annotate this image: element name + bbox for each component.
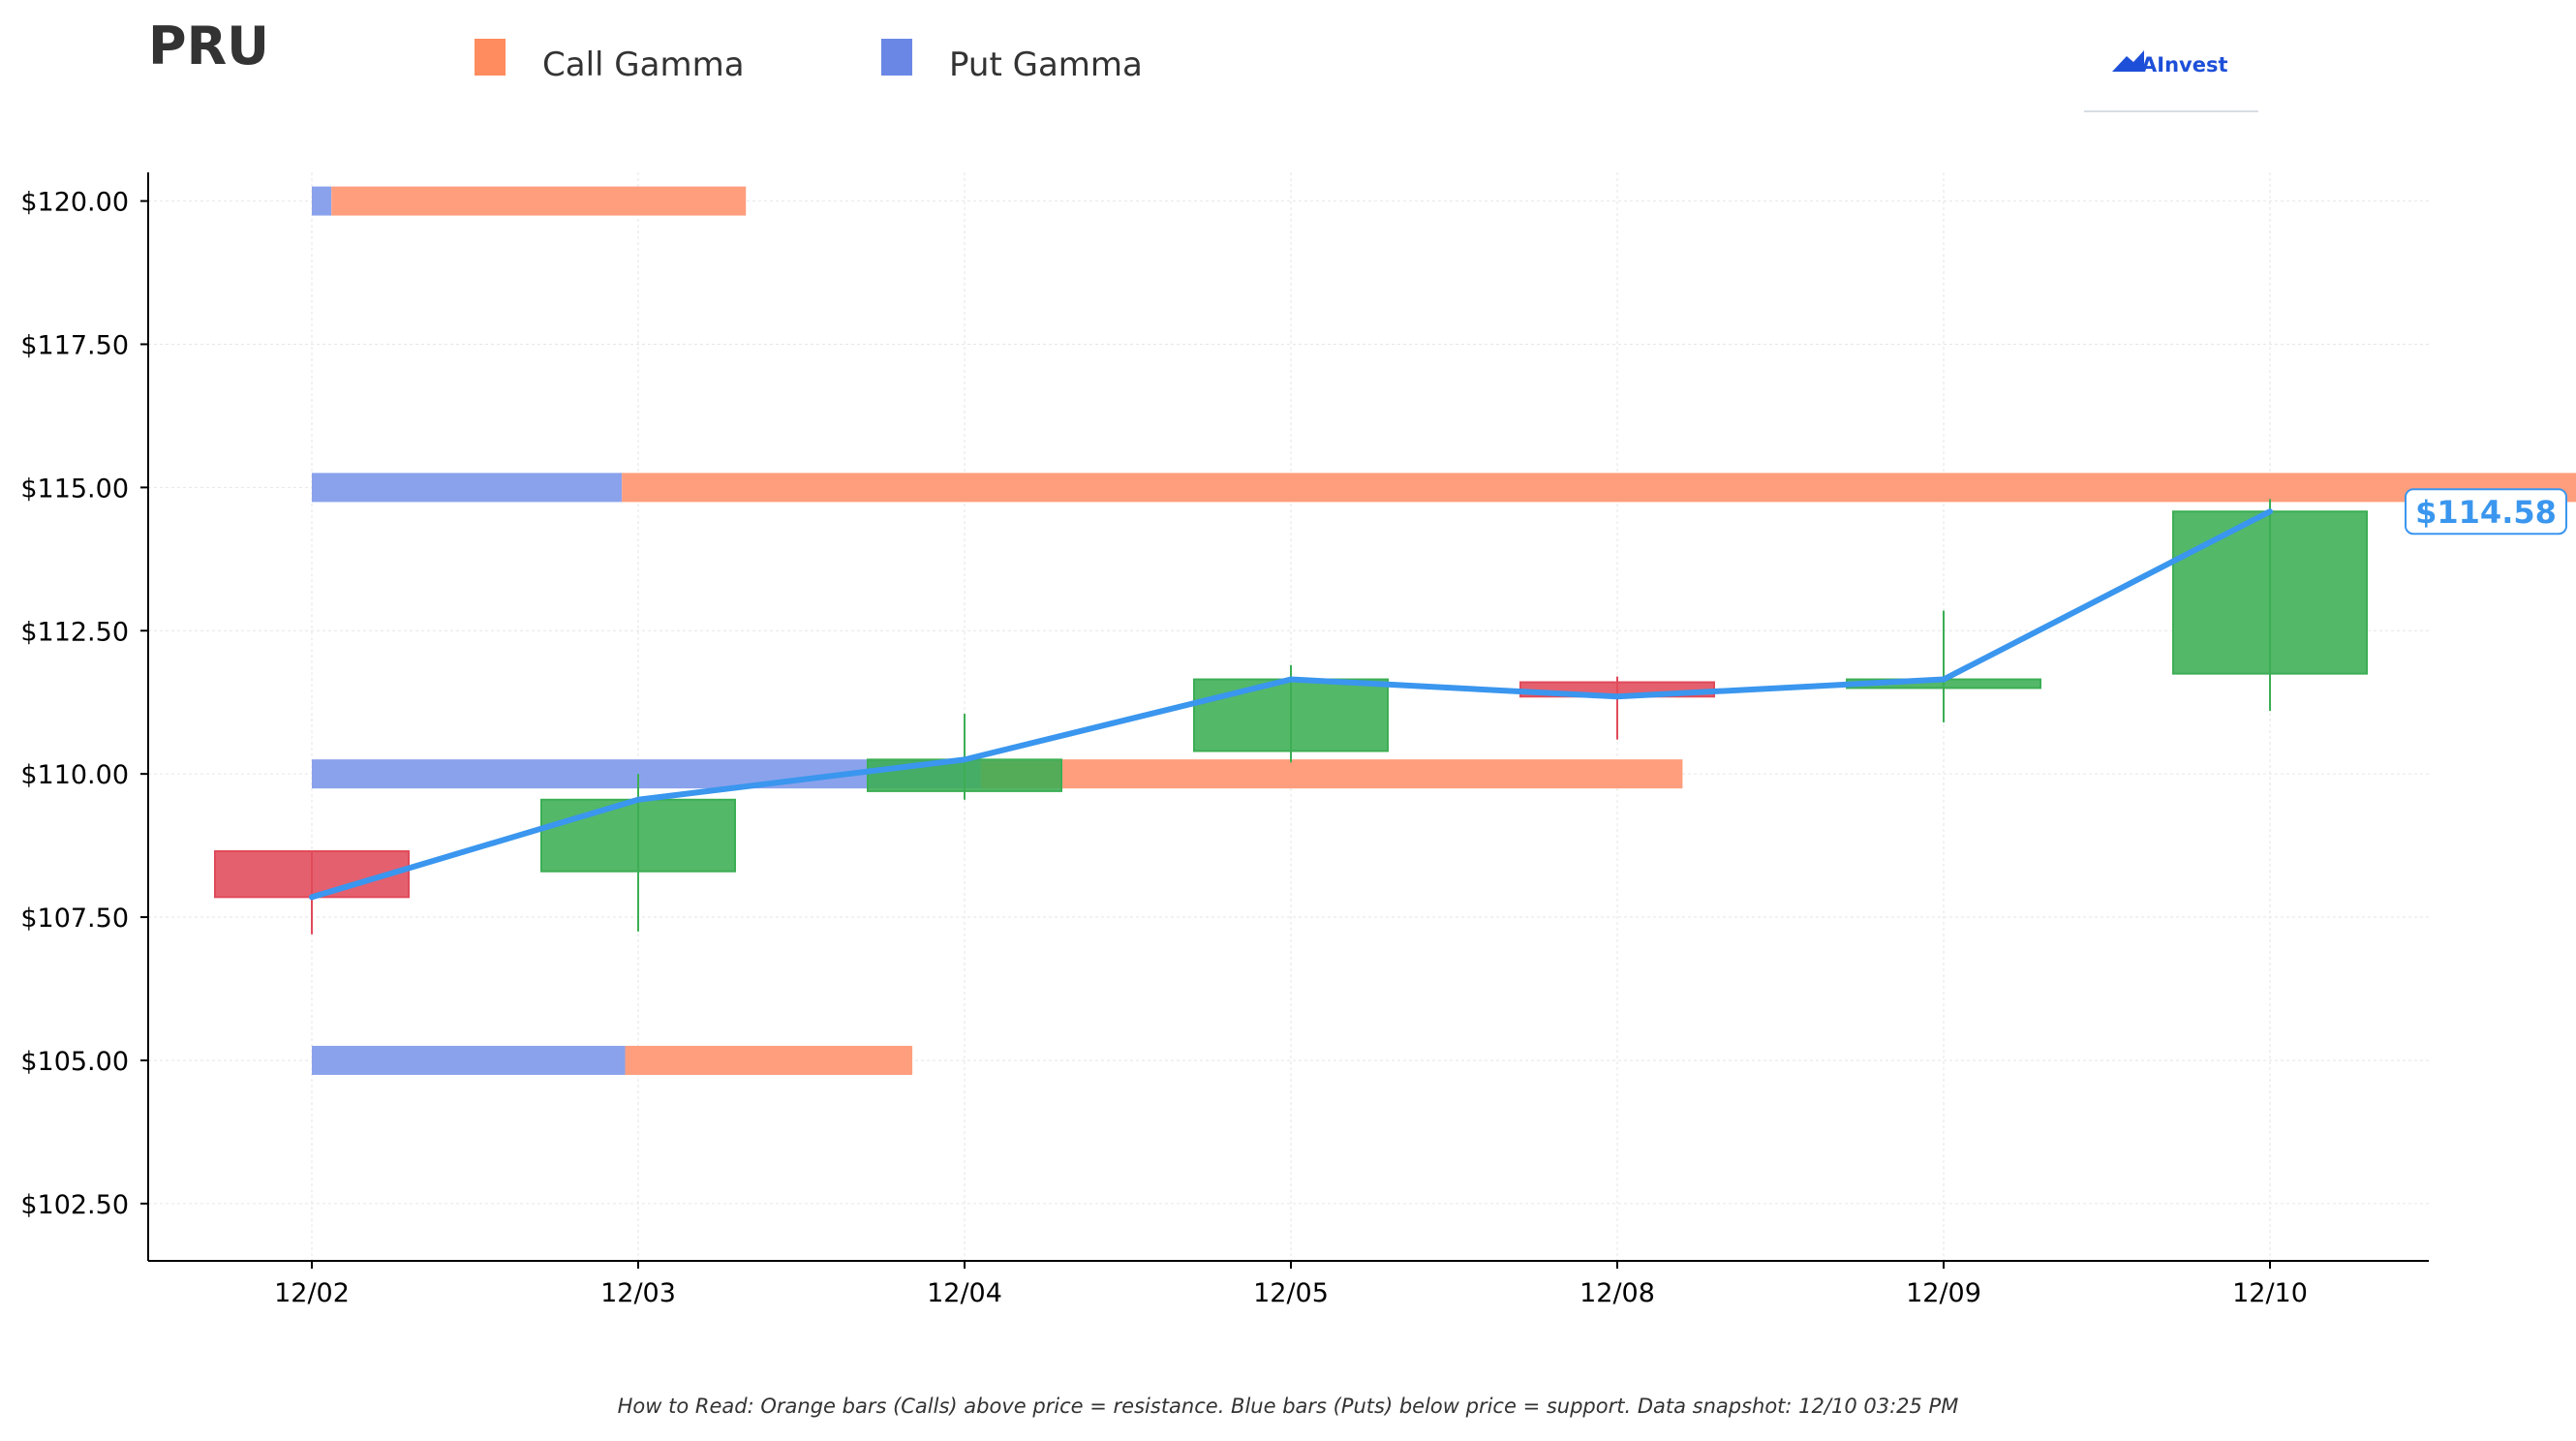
- last-price-label: $114.58: [2415, 494, 2557, 531]
- x-tick-label: 12/09: [1906, 1278, 1981, 1308]
- y-tick-label: $115.00: [20, 474, 129, 504]
- legend-label-put: Put Gamma: [949, 46, 1143, 84]
- y-tick-label: $102.50: [20, 1190, 129, 1220]
- legend-swatch-call: [475, 39, 506, 76]
- chart-title: PRU: [148, 15, 269, 77]
- candle-body: [1193, 678, 1389, 752]
- put-gamma-bar: [312, 473, 623, 503]
- legend-label-call: Call Gamma: [542, 46, 745, 84]
- call-gamma-bar: [331, 186, 747, 216]
- x-tick-label: 12/02: [274, 1278, 350, 1308]
- put-gamma-bar: [312, 1045, 626, 1075]
- call-gamma-bar: [980, 759, 1683, 789]
- y-tick-label: $105.00: [20, 1047, 129, 1077]
- x-tick-label: 12/08: [1579, 1278, 1655, 1308]
- put-gamma-bar: [312, 186, 332, 216]
- legend-swatch-put: [881, 39, 912, 76]
- candles-layer: [214, 499, 2368, 935]
- y-tick-label: $120.00: [20, 188, 129, 218]
- ainvest-logo: AInvest: [2084, 50, 2258, 112]
- x-tick-label: 12/04: [927, 1278, 1002, 1308]
- last-price-badge: [2405, 488, 2567, 536]
- call-gamma-bar: [625, 1045, 913, 1075]
- candle-body: [867, 758, 1062, 792]
- x-tick-label: 12/10: [2232, 1278, 2308, 1308]
- logo-text: AInvest: [2141, 53, 2228, 77]
- price-line-layer: [309, 508, 2273, 901]
- call-gamma-bar: [622, 473, 2576, 503]
- logo-mark-icon: [2112, 50, 2144, 72]
- x-tick-label: 12/05: [1253, 1278, 1329, 1308]
- y-tick-label: $107.50: [20, 904, 129, 934]
- candle-body: [540, 798, 736, 873]
- y-tick-label: $117.50: [20, 330, 129, 360]
- price-line: [309, 508, 2273, 901]
- axes-layer: $114.58 $102.50 $105.00 $107.50 $110.00 $112.…: [20, 172, 2567, 1308]
- candle-body: [2172, 510, 2368, 675]
- x-tick-label: 12/03: [600, 1278, 676, 1308]
- y-tick-label: $112.50: [20, 617, 129, 647]
- candle-body: [214, 850, 410, 899]
- y-tick-label: $110.00: [20, 760, 129, 790]
- footnote: How to Read: Orange bars (Calls) above p…: [618, 1395, 1959, 1418]
- header-layer: PRU Call Gamma Put Gamma AInvest: [148, 15, 2258, 112]
